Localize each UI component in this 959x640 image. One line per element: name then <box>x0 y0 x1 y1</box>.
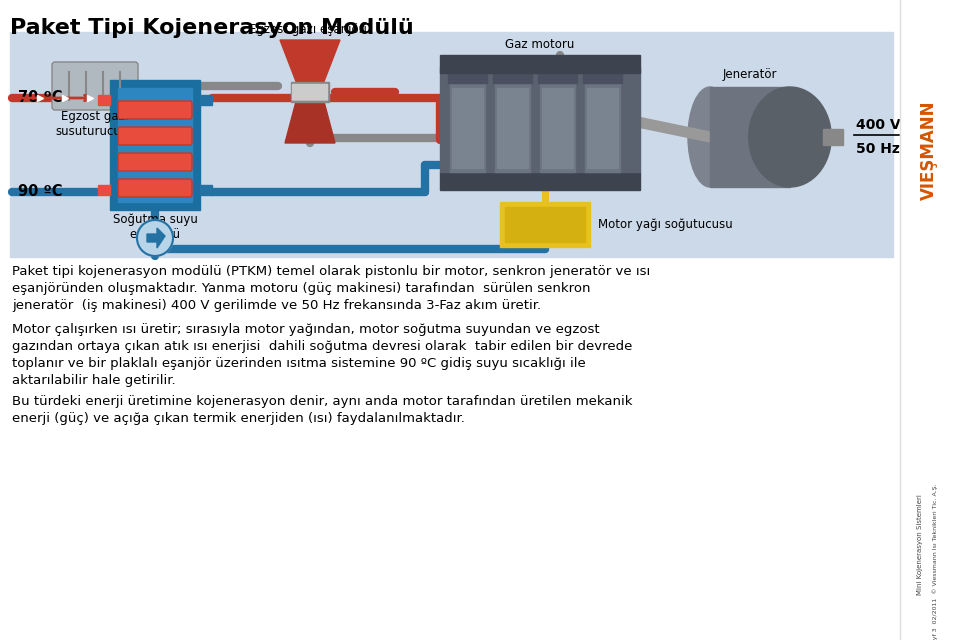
FancyBboxPatch shape <box>118 179 192 197</box>
FancyBboxPatch shape <box>118 127 192 145</box>
Text: Paket Tipi Kojenerasyon Modülü: Paket Tipi Kojenerasyon Modülü <box>10 18 413 38</box>
FancyBboxPatch shape <box>292 93 328 96</box>
Text: 70 ºC: 70 ºC <box>18 90 62 106</box>
Bar <box>135 81 143 91</box>
Polygon shape <box>285 102 335 143</box>
Bar <box>10 32 893 257</box>
FancyBboxPatch shape <box>118 153 192 171</box>
Text: Soğutma suyu
eşanjörü: Soğutma suyu eşanjörü <box>112 213 198 241</box>
Text: 50 Hz: 50 Hz <box>856 142 900 156</box>
Ellipse shape <box>688 87 732 187</box>
Bar <box>500 202 590 247</box>
Text: 400 V: 400 V <box>856 118 901 132</box>
FancyBboxPatch shape <box>52 62 138 110</box>
Bar <box>540 82 575 172</box>
FancyBboxPatch shape <box>292 88 328 92</box>
Bar <box>98 185 110 195</box>
Bar <box>505 207 585 242</box>
Bar <box>710 87 790 187</box>
Polygon shape <box>280 40 340 81</box>
Text: Sayf 3  02/2011  © Viessmann Isı Teknikleri Tic. A.Ş.: Sayf 3 02/2011 © Viessmann Isı Teknikler… <box>932 483 938 640</box>
Bar <box>98 95 110 105</box>
Text: Gaz motoru: Gaz motoru <box>505 38 574 51</box>
Bar <box>110 80 200 210</box>
Text: Bu türdeki enerji üretimine kojenerasyon denir, aynı anda motor tarafından üreti: Bu türdeki enerji üretimine kojenerasyon… <box>12 395 633 425</box>
Bar <box>450 82 485 172</box>
Bar <box>583 71 622 83</box>
Bar <box>200 185 212 195</box>
Bar <box>291 81 329 102</box>
Bar <box>823 129 843 145</box>
Bar <box>440 55 640 73</box>
Bar <box>118 88 192 202</box>
Text: Paket tipi kojenerasyon modülü (PTKM) temel olarak pistonlu bir motor, senkron j: Paket tipi kojenerasyon modülü (PTKM) te… <box>12 265 650 312</box>
Bar <box>200 95 212 105</box>
Bar <box>493 71 532 83</box>
Text: Egzost gazı
susuturucusu: Egzost gazı susuturucusu <box>56 110 135 138</box>
Text: VIEŞMANN: VIEŞMANN <box>920 100 938 200</box>
FancyBboxPatch shape <box>292 84 328 88</box>
Text: Mini Kojenerasyon Sistemleri: Mini Kojenerasyon Sistemleri <box>917 495 923 595</box>
Bar <box>497 88 528 168</box>
Bar <box>452 88 483 168</box>
Text: 90 ºC: 90 ºC <box>18 184 62 200</box>
Bar <box>585 82 620 172</box>
Bar <box>448 71 487 83</box>
FancyBboxPatch shape <box>118 101 192 119</box>
Text: Jeneratör: Jeneratör <box>723 68 777 81</box>
Ellipse shape <box>749 87 831 187</box>
Bar <box>440 67 640 172</box>
Text: Motor yağı soğutucusu: Motor yağı soğutucusu <box>598 218 733 231</box>
FancyBboxPatch shape <box>292 97 328 100</box>
Polygon shape <box>147 228 165 248</box>
Bar <box>587 88 618 168</box>
Circle shape <box>137 220 173 256</box>
Bar <box>542 88 573 168</box>
Text: Motor çalışırken ısı üretir; sırasıyla motor yağından, motor soğutma suyundan ve: Motor çalışırken ısı üretir; sırasıyla m… <box>12 323 632 387</box>
Bar <box>900 0 959 640</box>
Text: Egzost gazı eşanjörü: Egzost gazı eşanjörü <box>249 23 371 36</box>
Bar <box>440 172 640 190</box>
Bar <box>538 71 577 83</box>
Bar <box>495 82 530 172</box>
